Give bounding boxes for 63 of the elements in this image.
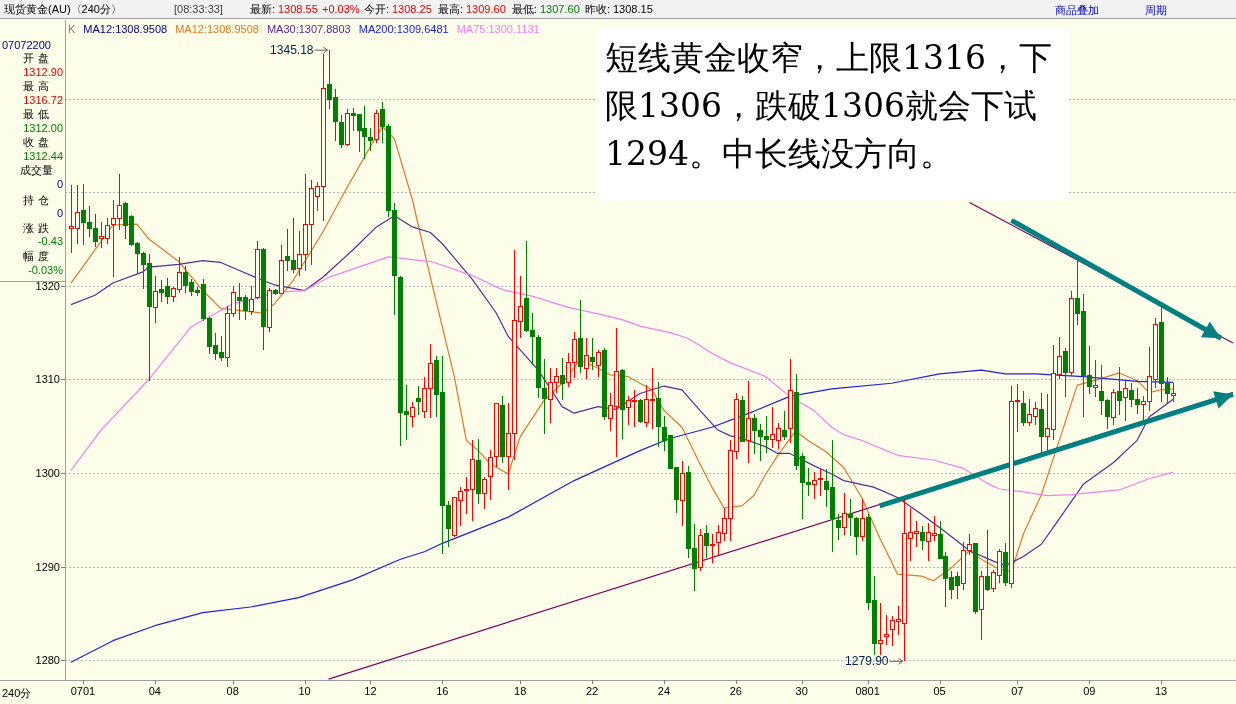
annotation: 1279.90 — [845, 654, 889, 669]
text: [08:33:33] — [174, 3, 223, 15]
x-tick-label: 24 — [657, 685, 671, 697]
text: 1312.00 — [23, 122, 63, 134]
x-tick-label: 08 — [226, 685, 239, 697]
text: 1312.44 — [23, 150, 63, 162]
x-tick-label: 18 — [514, 685, 527, 697]
text: MA12:1308.9508 — [175, 23, 259, 35]
text: 最新: — [250, 3, 276, 15]
text: 持 仓 — [23, 194, 49, 206]
text: 幅 度 — [23, 250, 49, 262]
text: 1309.60 — [466, 3, 506, 15]
text: 开 盘 — [23, 52, 49, 64]
text: 1308.25 — [392, 3, 432, 15]
text: 收 盘 — [23, 136, 49, 148]
text: 最高: — [438, 3, 464, 15]
annotation: 1345.18 — [270, 43, 314, 58]
text: 成交量 — [19, 164, 53, 176]
y-tick-label: 1300 — [35, 467, 60, 480]
text: 最 低 — [23, 108, 49, 120]
x-tick-label: 10 — [298, 685, 311, 697]
text: 商品叠加 — [1055, 4, 1099, 16]
text: 0 — [56, 178, 63, 190]
x-tick-label: 30 — [795, 685, 808, 697]
x-tick-label: 04 — [148, 685, 161, 697]
y-tick-label: 1290 — [35, 560, 60, 573]
text: -0.03% — [28, 264, 64, 276]
x-tick-label: 16 — [436, 685, 449, 697]
text: 07072200 — [2, 39, 51, 51]
y-tick-label: 1280 — [35, 654, 60, 667]
text: 1316.72 — [23, 94, 63, 106]
y-tick-label: 1310 — [35, 373, 60, 386]
x-tick-label: 0801 — [855, 685, 880, 697]
text: -0.43 — [37, 235, 63, 247]
text: 现货黄金(AU)〈240分〉 — [4, 3, 122, 15]
text: 最 高 — [23, 80, 49, 92]
y-tick-label: 1320 — [35, 279, 60, 292]
text: 1312.90 — [23, 66, 63, 78]
text: 0 — [56, 207, 63, 219]
x-tick-label: 12 — [364, 685, 377, 697]
x-tick-label: 0701 — [70, 685, 96, 697]
x-tick-label: 09 — [1083, 685, 1096, 697]
text: 涨 跌 — [23, 222, 49, 234]
annotation: 短线黄金收窄，上限1316，下限1306，跌破1306就会下试1294。中长线没方向。 — [597, 28, 1069, 200]
annotation: K — [68, 23, 76, 35]
x-tick-label: 07 — [1011, 685, 1024, 697]
text: 昨收: — [585, 3, 611, 15]
annotation: MA12:1308.9508 — [83, 23, 168, 35]
text: 240分 — [2, 687, 32, 699]
text: 1307.60 — [540, 3, 580, 15]
text: 1308.55 — [278, 3, 318, 15]
x-tick-label: 13 — [1155, 685, 1168, 697]
text: 最低: — [512, 3, 538, 15]
x-tick-label: 26 — [729, 685, 742, 697]
text: 1308.15 — [613, 3, 653, 15]
text: MA75:1300.1131 — [456, 23, 540, 35]
x-tick-label: 22 — [585, 685, 599, 697]
text: +0.03% — [322, 3, 360, 15]
text: MA30:1307.8803 — [266, 23, 351, 35]
text: 今开: — [364, 3, 390, 15]
x-tick-label: 05 — [933, 685, 946, 697]
text: MA200:1309.6481 — [358, 23, 449, 35]
text: 周期 — [1145, 4, 1167, 16]
